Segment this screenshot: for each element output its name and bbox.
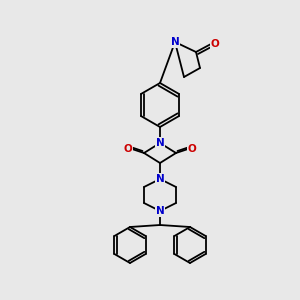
Text: O: O bbox=[124, 144, 132, 154]
Text: O: O bbox=[211, 39, 219, 49]
Text: N: N bbox=[156, 138, 164, 148]
Text: O: O bbox=[188, 144, 196, 154]
Text: N: N bbox=[156, 206, 164, 216]
Text: N: N bbox=[156, 174, 164, 184]
Text: N: N bbox=[171, 37, 179, 47]
